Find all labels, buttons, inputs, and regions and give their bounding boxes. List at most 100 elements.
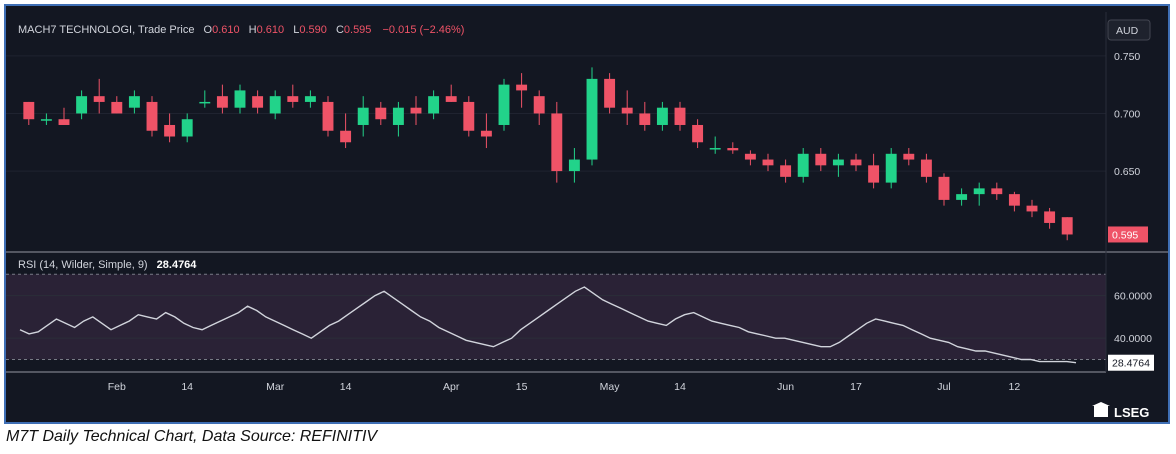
candle-body (815, 153, 827, 166)
candle (23, 101, 35, 125)
candle-body (410, 107, 422, 114)
candle (410, 96, 422, 125)
rsi-series (19, 286, 1077, 364)
candle-body (956, 194, 968, 200)
price-tick-label: 0.700 (1114, 108, 1140, 120)
price-tick-label: 0.650 (1114, 166, 1140, 178)
candle-body (93, 96, 105, 102)
lseg-logo: LSEG (1092, 402, 1149, 420)
candle (885, 148, 897, 189)
candle-body (58, 119, 70, 125)
candle-body (269, 96, 281, 114)
candle (357, 96, 369, 137)
candle-body (1008, 194, 1020, 206)
open-label: O (204, 24, 213, 36)
chart-canvas: MACH7 TECHNOLOGI, Trade Price O0.610 H0.… (6, 12, 1168, 420)
candle-body (164, 124, 176, 137)
candle-body (340, 130, 352, 143)
rsi-line (19, 286, 1077, 364)
candle-body (991, 188, 1003, 195)
candle-body (463, 101, 475, 131)
high-value: 0.610 (257, 24, 285, 36)
price-tick-label: 0.750 (1114, 51, 1140, 63)
candle-body (304, 96, 316, 102)
candle (938, 173, 950, 206)
candle-body (621, 107, 633, 114)
candle-body (480, 130, 492, 137)
time-tick-label: 14 (340, 381, 352, 393)
candle-body (428, 96, 440, 114)
candle-body (674, 107, 686, 125)
chart-frame: MACH7 TECHNOLOGI, Trade Price O0.610 H0.… (4, 4, 1170, 424)
candle (1061, 217, 1073, 241)
candle (40, 113, 52, 125)
candle-body (111, 101, 123, 114)
candle-body (375, 107, 387, 120)
candle (621, 90, 633, 125)
candle (533, 90, 545, 125)
candle (128, 90, 140, 114)
candle-body (586, 78, 598, 160)
candle (692, 119, 704, 149)
candle (216, 84, 228, 114)
time-tick-label: 12 (1009, 381, 1021, 393)
candle-body (252, 96, 264, 108)
rsi-label: RSI (14, Wilder, Simple, 9) (18, 259, 148, 271)
candle (111, 96, 123, 114)
candle (832, 153, 844, 177)
candle-body (762, 159, 774, 166)
candle (991, 182, 1003, 200)
candle (586, 67, 598, 166)
logo-text: LSEG (1114, 405, 1149, 420)
candle-body (639, 113, 651, 125)
candle-body (868, 165, 880, 183)
candle-body (23, 101, 35, 120)
candle-body (727, 148, 739, 151)
rsi-tick-label: 60.0000 (1114, 291, 1152, 303)
candlestick-series (23, 67, 1073, 241)
rsi-value: 28.4764 (157, 259, 198, 271)
candle (58, 107, 70, 125)
candle-body (181, 119, 193, 137)
candle-body (1061, 217, 1073, 235)
candle-body (392, 107, 404, 125)
price-axis: 0.750 0.700 0.650 0.595 (1108, 51, 1148, 243)
time-tick-label: Apr (443, 381, 460, 393)
candle-body (146, 101, 158, 131)
candle (744, 150, 756, 166)
candle (392, 101, 404, 137)
candle (322, 96, 334, 137)
candle-body (445, 96, 457, 102)
candle-body (1026, 205, 1038, 212)
candle (797, 148, 809, 183)
candle (780, 159, 792, 183)
candle (340, 113, 352, 149)
open-value: 0.610 (212, 24, 240, 36)
time-tick-label: 15 (516, 381, 528, 393)
candle-body (885, 153, 897, 183)
candle (551, 101, 563, 183)
candle-body (903, 153, 915, 160)
candle-body (709, 148, 721, 150)
time-axis: Feb 14 Mar 14 Apr 15 May 14 Jun 17 Jul 12 (108, 381, 1021, 393)
candle (428, 90, 440, 120)
candle-body (832, 159, 844, 166)
candle (850, 153, 862, 172)
time-tick-label: Mar (266, 381, 285, 393)
candle-body (568, 159, 580, 172)
candle-body (40, 119, 52, 121)
symbol-label: MACH7 TECHNOLOGI, Trade Price (18, 24, 194, 36)
candle-body (1044, 211, 1056, 223)
candle-body (780, 165, 792, 177)
candle (1044, 207, 1056, 229)
candle-body (199, 101, 211, 104)
time-tick-label: Jun (777, 381, 794, 393)
figure-caption: M7T Daily Technical Chart, Data Source: … (6, 428, 378, 445)
candle (815, 148, 827, 172)
candle (445, 84, 457, 102)
candle (1008, 191, 1020, 212)
currency-button[interactable] (1107, 19, 1151, 41)
candle (516, 73, 528, 108)
low-label: L (293, 24, 299, 36)
candle-body (973, 188, 985, 195)
